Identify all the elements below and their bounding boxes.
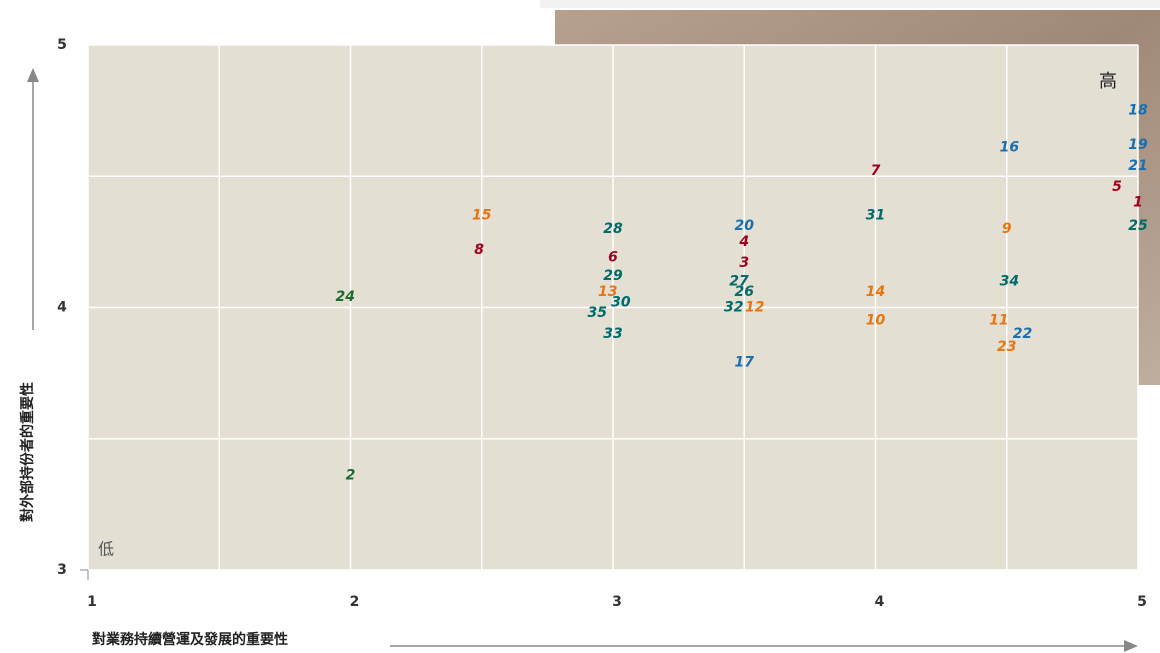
point-label: 9 — [1002, 221, 1012, 237]
point-label: 12 — [745, 300, 764, 316]
point-label: 7 — [871, 163, 881, 179]
y-tick-label: 5 — [57, 37, 67, 53]
point-label: 4 — [738, 234, 749, 250]
point-label: 6 — [608, 250, 618, 266]
point-label: 20 — [735, 218, 755, 234]
x-arrow-head — [1124, 640, 1138, 652]
point-label: 3 — [739, 255, 749, 271]
y-arrow-head — [27, 68, 39, 82]
x-tick-label: 2 — [350, 594, 360, 610]
point-label: 13 — [598, 284, 617, 300]
point-label: 34 — [1000, 273, 1019, 289]
point-label: 28 — [603, 221, 623, 237]
x-axis-label: 對業務持續營運及發展的重要性 — [92, 631, 288, 648]
high-label: 高 — [1099, 71, 1117, 92]
point-label: 24 — [336, 289, 355, 305]
y-tick-label: 4 — [57, 300, 67, 316]
point-label: 17 — [735, 355, 755, 371]
x-tick-label: 1 — [87, 594, 97, 610]
point-label: 15 — [472, 208, 492, 224]
point-label: 33 — [603, 326, 622, 342]
point-label: 23 — [997, 339, 1016, 355]
point-label: 1 — [1133, 195, 1143, 211]
y-tick-label: 3 — [57, 562, 67, 578]
point-label: 16 — [1000, 139, 1020, 155]
point-label: 5 — [1112, 179, 1122, 195]
point-label: 29 — [603, 268, 623, 284]
point-label: 21 — [1128, 158, 1147, 174]
point-label: 10 — [866, 313, 886, 329]
point-label: 8 — [474, 242, 484, 258]
point-label: 27 — [729, 273, 749, 289]
point-label: 26 — [735, 284, 755, 300]
point-label: 22 — [1013, 326, 1032, 342]
top-bar — [540, 0, 1160, 8]
x-tick-label: 4 — [875, 594, 885, 610]
point-label: 11 — [989, 313, 1008, 329]
point-label: 2 — [346, 468, 356, 484]
point-label: 25 — [1128, 218, 1148, 234]
y-axis-label: 對外部持份者的重要性 — [19, 382, 36, 522]
point-label: 19 — [1128, 137, 1148, 153]
point-label: 32 — [724, 300, 743, 316]
point-label: 35 — [588, 305, 608, 321]
point-label: 30 — [611, 294, 631, 310]
point-label: 31 — [866, 208, 885, 224]
point-label: 14 — [866, 284, 885, 300]
x-tick-label: 3 — [612, 594, 622, 610]
low-label: 低 — [98, 540, 114, 559]
x-tick-label: 5 — [1137, 594, 1147, 610]
point-label: 18 — [1128, 103, 1148, 119]
